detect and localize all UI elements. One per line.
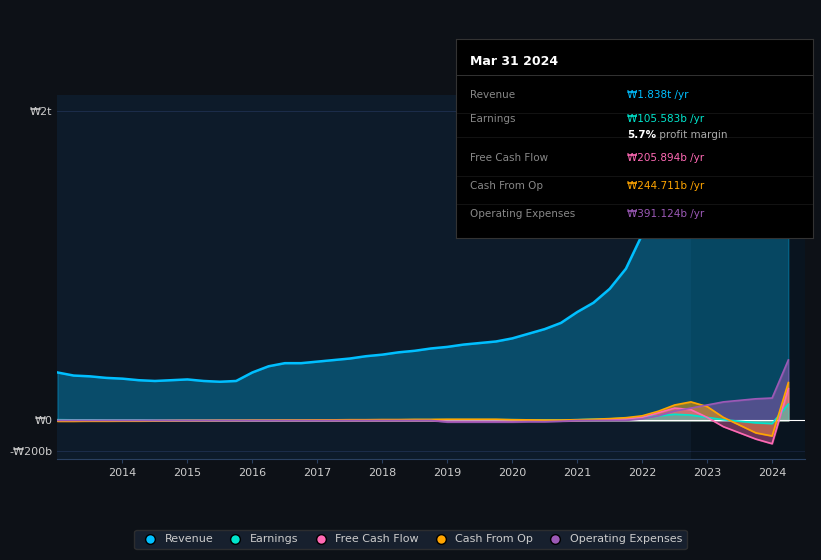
- Text: Mar 31 2024: Mar 31 2024: [470, 55, 558, 68]
- Text: ₩244.711b /yr: ₩244.711b /yr: [627, 181, 704, 192]
- Text: profit margin: profit margin: [656, 129, 727, 139]
- Legend: Revenue, Earnings, Free Cash Flow, Cash From Op, Operating Expenses: Revenue, Earnings, Free Cash Flow, Cash …: [135, 530, 686, 549]
- Text: ₩391.124b /yr: ₩391.124b /yr: [627, 209, 704, 219]
- Text: Cash From Op: Cash From Op: [470, 181, 543, 192]
- Text: 5.7%: 5.7%: [627, 129, 656, 139]
- Text: Earnings: Earnings: [470, 114, 516, 124]
- Text: Free Cash Flow: Free Cash Flow: [470, 153, 548, 164]
- Text: ₩1.838t /yr: ₩1.838t /yr: [627, 90, 689, 100]
- Bar: [691, 95, 805, 459]
- Text: ₩105.583b /yr: ₩105.583b /yr: [627, 114, 704, 124]
- Text: Operating Expenses: Operating Expenses: [470, 209, 576, 219]
- Text: Revenue: Revenue: [470, 90, 515, 100]
- Text: ₩205.894b /yr: ₩205.894b /yr: [627, 153, 704, 164]
